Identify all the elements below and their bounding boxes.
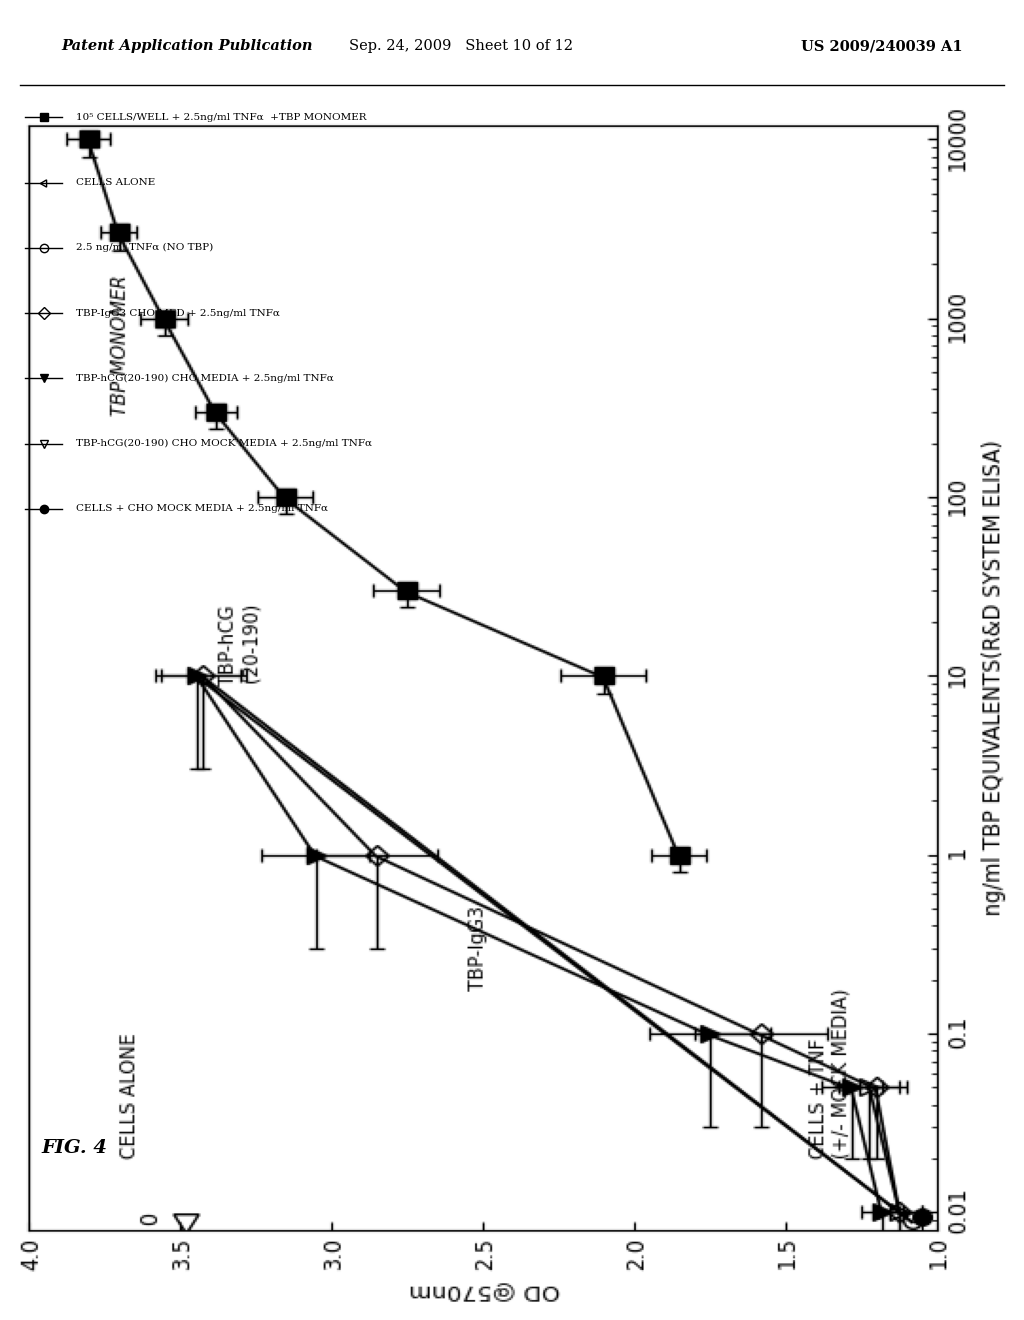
Text: TBP-IgG3 CHO MED + 2.5ng/ml TNFα: TBP-IgG3 CHO MED + 2.5ng/ml TNFα <box>76 309 280 318</box>
Text: Sep. 24, 2009   Sheet 10 of 12: Sep. 24, 2009 Sheet 10 of 12 <box>349 40 572 53</box>
Text: US 2009/240039 A1: US 2009/240039 A1 <box>801 40 963 53</box>
Text: TBP-hCG(20-190) CHO MOCK MEDIA + 2.5ng/ml TNFα: TBP-hCG(20-190) CHO MOCK MEDIA + 2.5ng/m… <box>76 440 372 447</box>
Text: 2.5 ng/ml TNFα (NO TBP): 2.5 ng/ml TNFα (NO TBP) <box>76 243 213 252</box>
Text: 10⁵ CELLS/WELL + 2.5ng/ml TNFα  +TBP MONOMER: 10⁵ CELLS/WELL + 2.5ng/ml TNFα +TBP MONO… <box>76 114 367 121</box>
Text: TBP-hCG(20-190) CHO MEDIA + 2.5ng/ml TNFα: TBP-hCG(20-190) CHO MEDIA + 2.5ng/ml TNF… <box>76 374 334 383</box>
Text: CELLS ALONE: CELLS ALONE <box>76 178 155 187</box>
Text: Patent Application Publication: Patent Application Publication <box>61 40 313 53</box>
Text: FIG. 4: FIG. 4 <box>41 1139 106 1158</box>
Text: CELLS + CHO MOCK MEDIA + 2.5ng/ml TNFα: CELLS + CHO MOCK MEDIA + 2.5ng/ml TNFα <box>76 504 328 513</box>
